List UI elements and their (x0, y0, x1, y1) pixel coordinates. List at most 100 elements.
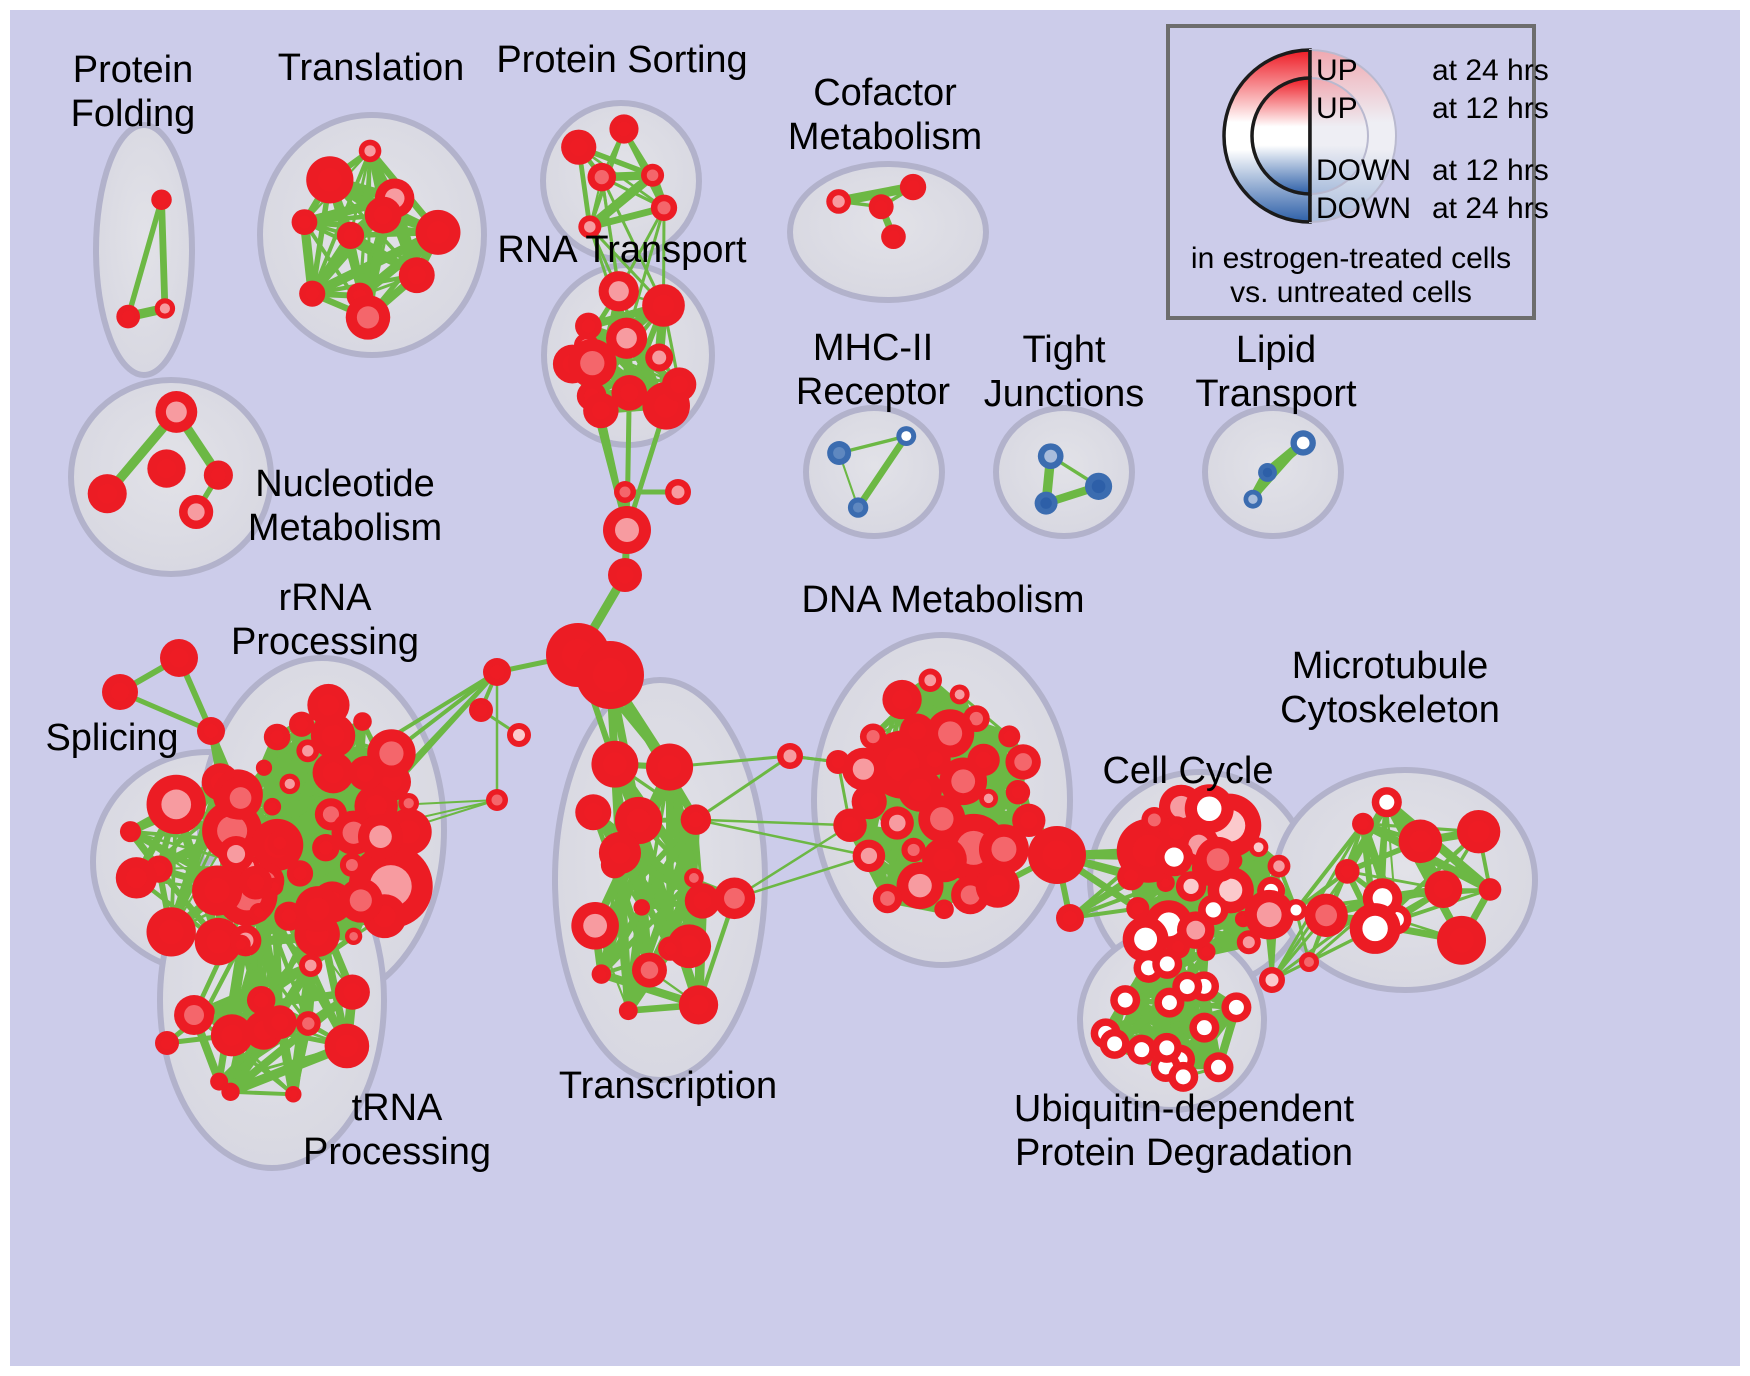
node-core (986, 874, 1009, 897)
node-core (491, 794, 503, 806)
node-core (1262, 467, 1273, 478)
node-core (1484, 883, 1496, 896)
node-core (832, 195, 845, 208)
node-core (908, 778, 932, 801)
node-core (584, 221, 596, 233)
node-core (349, 932, 358, 941)
edge (215, 941, 245, 1086)
node-core (254, 993, 269, 1008)
node-core (295, 717, 308, 731)
node-core (1124, 869, 1138, 884)
node-core (211, 467, 226, 483)
edge (1068, 880, 1168, 920)
node-core (596, 969, 607, 980)
node-core (832, 756, 844, 768)
node-core (122, 310, 135, 323)
node-core (975, 751, 992, 769)
node-core (657, 201, 671, 215)
node-core (349, 889, 372, 912)
cluster-label-ubiquitin_degradation: Ubiquitin-dependent (1014, 1088, 1355, 1130)
node-core (888, 814, 906, 832)
node-core (317, 694, 340, 716)
edge (158, 196, 169, 312)
node-core (616, 327, 637, 349)
node-core (159, 303, 171, 314)
legend-time-2: at 12 hrs (1432, 154, 1549, 187)
node-core (1372, 888, 1393, 908)
edge (256, 910, 264, 1003)
node-core (1179, 979, 1195, 995)
node-core (161, 1037, 173, 1049)
node-core (221, 1024, 243, 1046)
node-core (908, 722, 926, 740)
node-core (616, 566, 634, 584)
node-core (321, 724, 345, 747)
node-core (860, 847, 878, 865)
node-core (1003, 730, 1015, 742)
node-core (853, 502, 864, 513)
node-core (584, 803, 603, 822)
cluster-label-splicing: Splicing (45, 717, 178, 759)
node-core (281, 908, 297, 924)
node-core (874, 200, 888, 213)
cluster-label-transcription: Transcription (559, 1065, 777, 1107)
node-core (1273, 860, 1285, 872)
edge (610, 759, 633, 1015)
node-core (933, 848, 956, 872)
node-core (156, 458, 177, 479)
node-core (880, 891, 895, 906)
node-core (623, 1005, 634, 1016)
node-core (125, 826, 136, 837)
node-core (1042, 840, 1072, 870)
cluster-label-cofactor_metabolism: Cofactor (813, 72, 957, 114)
node-core (1211, 1059, 1227, 1075)
node-core (365, 795, 387, 817)
cluster-label-protein_sorting: Protein Sorting (496, 39, 747, 81)
edge (665, 763, 675, 953)
edge (625, 206, 666, 340)
node-core (594, 170, 609, 185)
node-core (926, 751, 943, 768)
legend-caption-line1: in estrogen-treated cells (1191, 242, 1511, 275)
node-core (657, 755, 682, 779)
node-core (302, 1017, 315, 1030)
node-core (960, 885, 980, 905)
node-core (689, 873, 699, 883)
node-core (1242, 936, 1255, 949)
node-core (169, 648, 189, 668)
node-core (158, 919, 184, 945)
legend-dir-3: DOWN (1316, 192, 1411, 225)
node-core (887, 230, 900, 243)
node-core (615, 518, 639, 542)
node-core (1044, 449, 1058, 463)
node-core (583, 913, 608, 938)
node-core (646, 169, 659, 182)
edge (589, 808, 707, 905)
node-core (1409, 830, 1432, 853)
node-core (892, 689, 912, 710)
node-core (924, 674, 937, 687)
edge (331, 670, 499, 775)
node-core (1168, 824, 1184, 840)
node-core (783, 749, 797, 763)
node-core (724, 887, 745, 909)
node-core (1205, 902, 1221, 918)
edge (228, 1089, 296, 1097)
node-core (364, 145, 376, 157)
cluster-label-microtubule_cytoskeleton: Microtubule (1292, 645, 1488, 687)
node-core (1256, 902, 1282, 928)
legend-dir-0: UP (1316, 54, 1358, 87)
node-core (1265, 973, 1279, 987)
node-core (841, 816, 859, 834)
edge (600, 175, 629, 340)
legend-inner-right-half (1309, 76, 1369, 196)
cluster-label-protein_folding: Folding (71, 93, 196, 135)
node-core (229, 787, 252, 809)
node-core (270, 730, 284, 744)
cluster-label-trna_processing: Processing (303, 1131, 491, 1173)
node-core (225, 1087, 236, 1097)
node-core (930, 807, 954, 831)
node-core (907, 843, 920, 857)
node-core (1449, 928, 1474, 953)
